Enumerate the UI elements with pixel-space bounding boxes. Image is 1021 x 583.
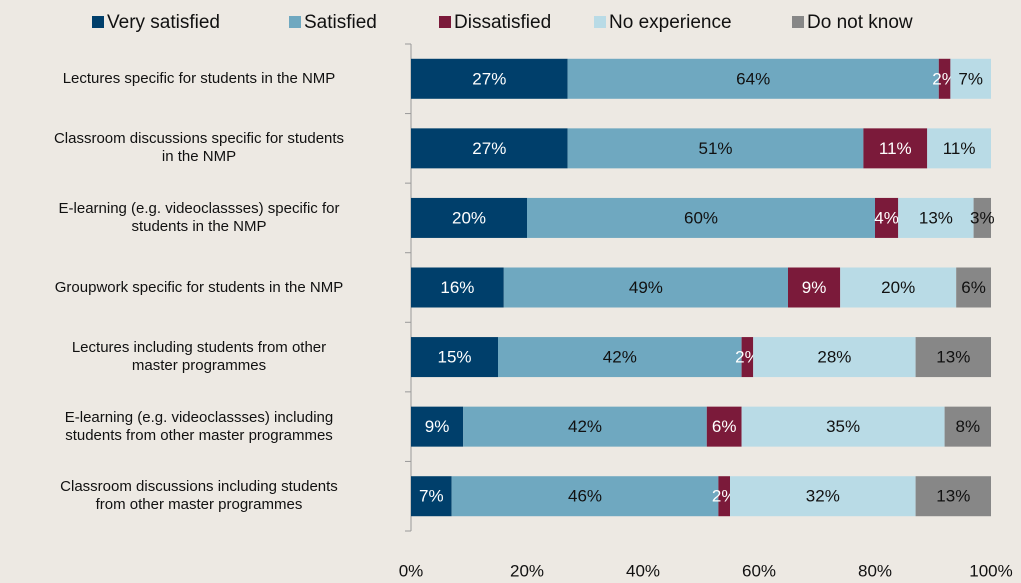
bar-segment [950, 58, 991, 99]
data-label: 11% [879, 139, 912, 158]
legend-label: No experience [609, 12, 732, 33]
legend-label: Satisfied [304, 12, 377, 33]
category-label: E-learning (e.g. videoclassses) includin… [64, 408, 334, 444]
x-tick-label: 80% [858, 561, 892, 580]
legend-swatch [92, 16, 104, 28]
data-label: 4% [874, 208, 899, 227]
data-label: 7% [958, 69, 983, 88]
data-label: 27% [472, 69, 506, 88]
bar-segment [915, 337, 991, 378]
bar-segment [527, 197, 875, 238]
bar-segment [956, 267, 991, 308]
bar-segment [706, 406, 742, 447]
category-label: E-learning (e.g. videoclassses) specific… [58, 199, 340, 235]
bar-segment [411, 406, 464, 447]
legend-swatch [792, 16, 804, 28]
x-tick-label: 40% [626, 561, 660, 580]
data-label: 9% [425, 417, 450, 436]
bar-segment [938, 58, 951, 99]
data-label: 46% [568, 487, 602, 506]
data-label: 6% [961, 278, 986, 297]
data-label: 7% [419, 487, 444, 506]
data-label: 20% [452, 208, 486, 227]
x-tick-label: 0% [399, 561, 424, 580]
data-label: 64% [736, 69, 770, 88]
bar-segment [863, 128, 928, 169]
data-label: 51% [698, 139, 732, 158]
bar-segment [498, 337, 742, 378]
legend-swatch [289, 16, 301, 28]
bar-segment [411, 197, 527, 238]
data-label: 13% [936, 487, 970, 506]
bar-segment [463, 406, 707, 447]
bar-segment [927, 128, 991, 169]
category-label: Lectures specific for students in the NM… [62, 69, 336, 87]
data-label: 42% [568, 417, 602, 436]
bar-segment [411, 337, 498, 378]
x-tick-label: 100% [969, 561, 1012, 580]
data-label: 32% [806, 487, 840, 506]
bar-segment [567, 58, 939, 99]
bar-segment [753, 337, 916, 378]
category-label: Classroom discussions including students… [60, 478, 338, 514]
bar-segment [944, 406, 991, 447]
data-label: 20% [881, 278, 915, 297]
bar-segment [411, 267, 504, 308]
bar-segment [411, 476, 452, 517]
legend-swatch [594, 16, 606, 28]
bar-segment [730, 476, 916, 517]
data-label: 27% [472, 139, 506, 158]
data-label: 15% [437, 348, 471, 367]
category-label: Groupwork specific for students in the N… [54, 278, 344, 296]
data-label: 16% [440, 278, 474, 297]
bar-segment [915, 476, 991, 517]
data-label: 3% [970, 208, 995, 227]
data-label: 8% [956, 417, 981, 436]
x-tick-label: 60% [742, 561, 776, 580]
bar-segment [741, 406, 945, 447]
bar-segment [718, 476, 730, 517]
bar-segment [973, 197, 991, 238]
bar-segment [451, 476, 719, 517]
bar-segment [788, 267, 841, 308]
bar-segment [840, 267, 957, 308]
legend-swatch [439, 16, 451, 28]
data-label: 13% [919, 208, 953, 227]
data-label: 35% [826, 417, 860, 436]
data-label: 28% [817, 348, 851, 367]
bar-segment [411, 58, 568, 99]
bar-segment [567, 128, 864, 169]
category-label: Classroom discussions specific for stude… [53, 130, 345, 166]
bar-segment [741, 337, 754, 378]
data-label: 42% [603, 348, 637, 367]
bar-segment [875, 197, 899, 238]
data-label: 60% [684, 208, 718, 227]
data-label: 49% [629, 278, 663, 297]
x-tick-label: 20% [510, 561, 544, 580]
bar-segment [411, 128, 568, 169]
bar-segment [503, 267, 788, 308]
legend-label: Do not know [807, 12, 913, 33]
bar-segment [898, 197, 974, 238]
data-label: 9% [802, 278, 827, 297]
data-label: 6% [712, 417, 737, 436]
legend-label: Very satisfied [107, 12, 220, 33]
category-label: Lectures including students from other m… [71, 339, 327, 375]
data-label: 13% [936, 348, 970, 367]
data-label: 11% [943, 139, 976, 158]
legend-label: Dissatisfied [454, 12, 551, 33]
